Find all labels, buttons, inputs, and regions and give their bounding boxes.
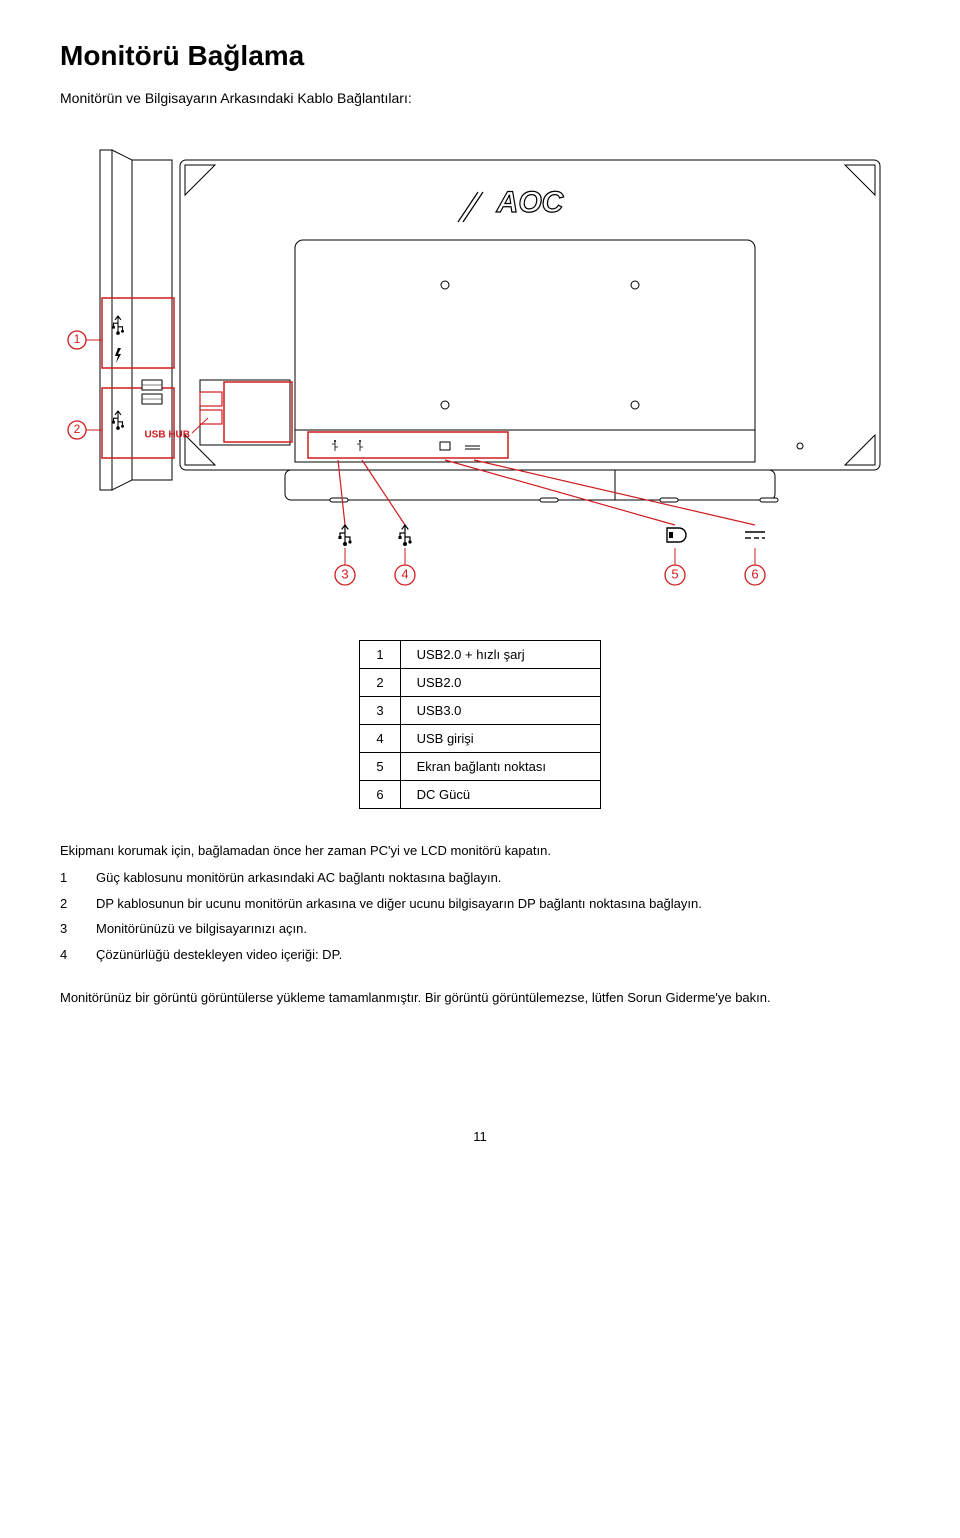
step-number: 3 bbox=[60, 917, 74, 940]
svg-text:2: 2 bbox=[74, 422, 81, 436]
svg-text:1: 1 bbox=[74, 332, 81, 346]
step-text: DP kablosunun bir ucunu monitörün arkası… bbox=[96, 892, 702, 915]
svg-text:5: 5 bbox=[671, 566, 678, 581]
step-text: Çözünürlüğü destekleyen video içeriği: D… bbox=[96, 943, 342, 966]
port-number: 6 bbox=[360, 781, 400, 809]
warning-text: Ekipmanı korumak için, bağlamadan önce h… bbox=[60, 839, 900, 862]
step-row: 3 Monitörünüzü ve bilgisayarınızı açın. bbox=[60, 917, 900, 940]
port-label: Ekran bağlantı noktası bbox=[400, 753, 600, 781]
table-row: 3 USB3.0 bbox=[360, 697, 600, 725]
page-subtitle: Monitörün ve Bilgisayarın Arkasındaki Ka… bbox=[60, 90, 900, 106]
port-number: 4 bbox=[360, 725, 400, 753]
table-row: 2 USB2.0 bbox=[360, 669, 600, 697]
step-number: 1 bbox=[60, 866, 74, 889]
step-row: 4 Çözünürlüğü destekleyen video içeriği:… bbox=[60, 943, 900, 966]
step-row: 1 Güç kablosunu monitörün arkasındaki AC… bbox=[60, 866, 900, 889]
step-row: 2 DP kablosunun bir ucunu monitörün arka… bbox=[60, 892, 900, 915]
instructions-block: Ekipmanı korumak için, bağlamadan önce h… bbox=[60, 839, 900, 966]
step-text: Monitörünüzü ve bilgisayarınızı açın. bbox=[96, 917, 307, 940]
port-number: 2 bbox=[360, 669, 400, 697]
port-table: 1 USB2.0 + hızlı şarj2 USB2.03 USB3.04 U… bbox=[359, 640, 600, 809]
step-number: 2 bbox=[60, 892, 74, 915]
port-number: 1 bbox=[360, 641, 400, 669]
table-row: 1 USB2.0 + hızlı şarj bbox=[360, 641, 600, 669]
step-text: Güç kablosunu monitörün arkasındaki AC b… bbox=[96, 866, 501, 889]
table-row: 5 Ekran bağlantı noktası bbox=[360, 753, 600, 781]
port-label: USB2.0 bbox=[400, 669, 600, 697]
port-label: USB3.0 bbox=[400, 697, 600, 725]
port-number: 5 bbox=[360, 753, 400, 781]
table-row: 6 DC Gücü bbox=[360, 781, 600, 809]
svg-text:4: 4 bbox=[401, 566, 408, 581]
page-title: Monitörü Bağlama bbox=[60, 40, 900, 72]
port-number: 3 bbox=[360, 697, 400, 725]
port-label: USB girişi bbox=[400, 725, 600, 753]
svg-text:6: 6 bbox=[751, 566, 758, 581]
svg-text:AOC: AOC bbox=[496, 186, 565, 219]
page-number: 11 bbox=[60, 1129, 900, 1144]
svg-text:USB HUB: USB HUB bbox=[144, 430, 190, 441]
footer-note: Monitörünüz bir görüntü görüntülerse yük… bbox=[60, 986, 900, 1009]
svg-text:3: 3 bbox=[341, 566, 348, 581]
port-label: USB2.0 + hızlı şarj bbox=[400, 641, 600, 669]
table-row: 4 USB girişi bbox=[360, 725, 600, 753]
step-number: 4 bbox=[60, 943, 74, 966]
monitor-diagram: AOC USB HUB 1 2 3 4 5 6 bbox=[60, 130, 900, 610]
port-label: DC Gücü bbox=[400, 781, 600, 809]
